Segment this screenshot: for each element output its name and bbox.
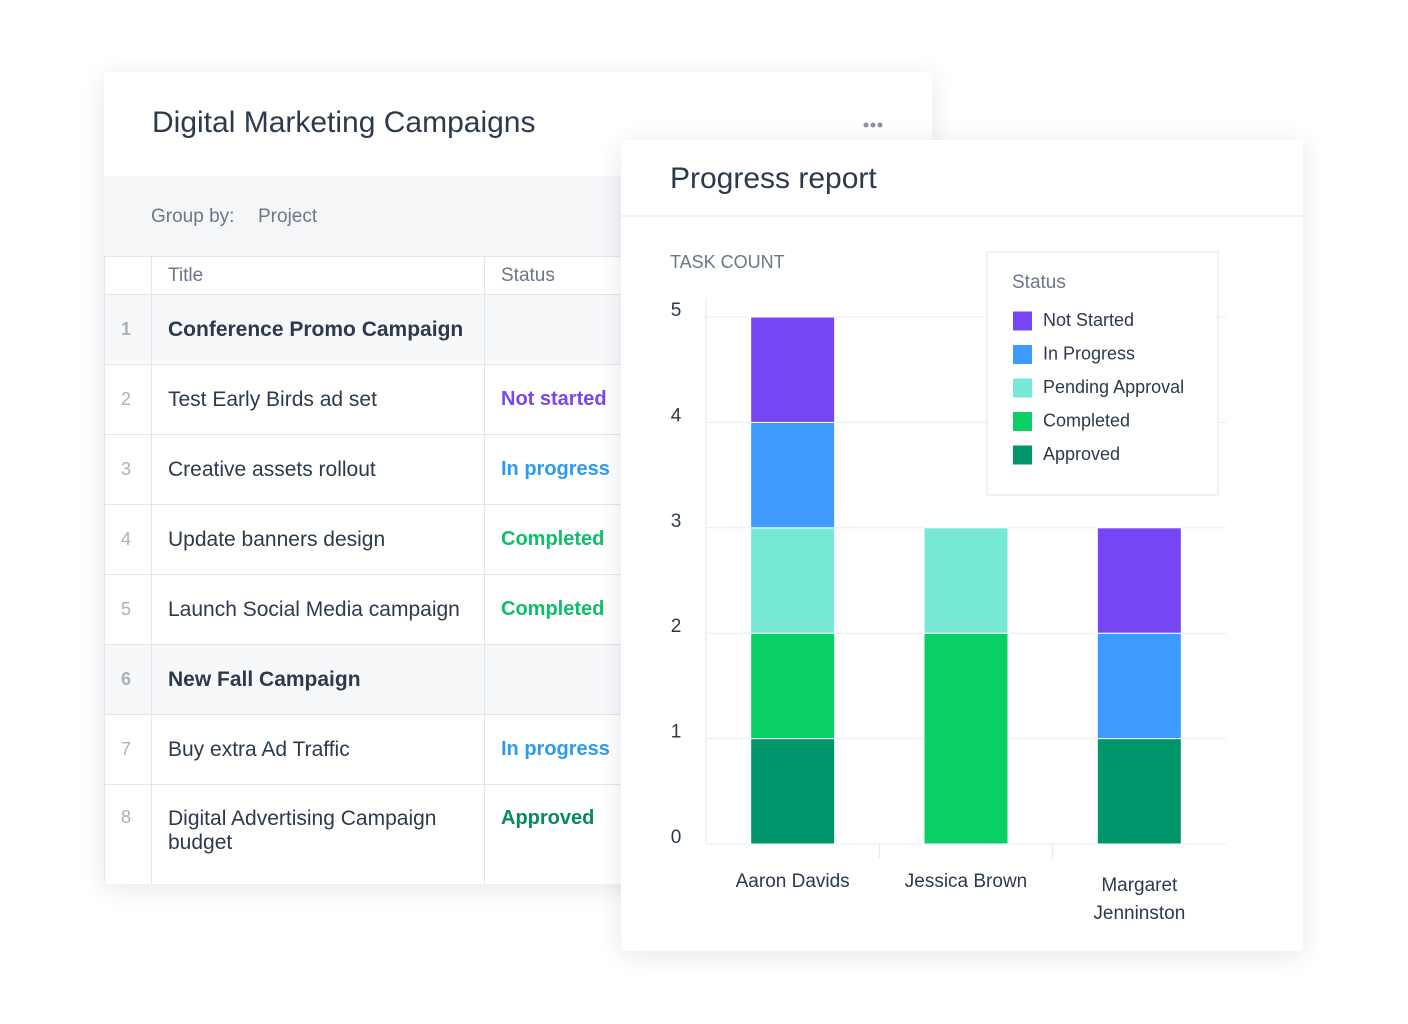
task-title: Digital Advertising Campaign budget [151, 784, 485, 884]
bar-segment [750, 632, 836, 740]
table-title: Digital Marketing Campaigns [152, 106, 536, 139]
bar-segment [750, 738, 836, 845]
bar-segment [1096, 632, 1182, 740]
bar-segment [750, 527, 836, 634]
row-number: 7 [104, 714, 152, 785]
bar-segment [750, 421, 836, 529]
task-title: Buy extra Ad Traffic [151, 714, 485, 785]
x-tick-label: Jessica Brown [905, 871, 1028, 892]
group-by-label: Group by: [151, 206, 235, 227]
task-title: Creative assets rollout [151, 434, 485, 505]
group-title: Conference Promo Campaign [151, 294, 485, 365]
legend-swatch [1013, 378, 1032, 398]
x-tick-label: Margaret Jenninston [1093, 875, 1185, 924]
row-number: 8 [104, 784, 152, 884]
bar-segment [1096, 527, 1182, 634]
legend-label: Pending Approval [1043, 377, 1184, 397]
legend-swatch [1013, 412, 1032, 431]
group-by-value[interactable]: Project [258, 206, 318, 227]
y-tick-label: 1 [671, 722, 682, 743]
task-title: Launch Social Media campaign [151, 574, 485, 645]
legend-title: Status [1012, 272, 1066, 293]
y-tick-label: 5 [671, 300, 682, 321]
task-title: Test Early Birds ad set [151, 364, 485, 435]
legend-label: In Progress [1043, 343, 1135, 363]
legend-label: Approved [1043, 444, 1120, 464]
y-tick-label: 3 [671, 511, 682, 532]
legend-label: Not Started [1043, 310, 1134, 330]
x-tick-label: Aaron Davids [736, 871, 850, 892]
bar-segment [1096, 738, 1182, 845]
y-tick-label: 0 [671, 827, 682, 848]
row-number: 6 [104, 644, 152, 715]
y-tick-label: 4 [671, 405, 682, 426]
legend-swatch [1013, 445, 1032, 465]
row-number: 1 [104, 294, 152, 365]
chart-title: Progress report [670, 162, 877, 195]
column-header: Title [151, 256, 485, 295]
legend-swatch [1013, 345, 1032, 364]
bar-segment [750, 316, 836, 423]
bar-segment [923, 632, 1009, 845]
y-axis-title: TASK COUNT [670, 252, 785, 272]
legend-swatch [1013, 311, 1032, 331]
group-title: New Fall Campaign [151, 644, 485, 715]
row-number: 3 [104, 434, 152, 505]
legend-label: Completed [1043, 410, 1130, 430]
bar-segment [923, 527, 1009, 634]
task-title: Update banners design [151, 504, 485, 575]
y-tick-label: 2 [671, 616, 682, 637]
